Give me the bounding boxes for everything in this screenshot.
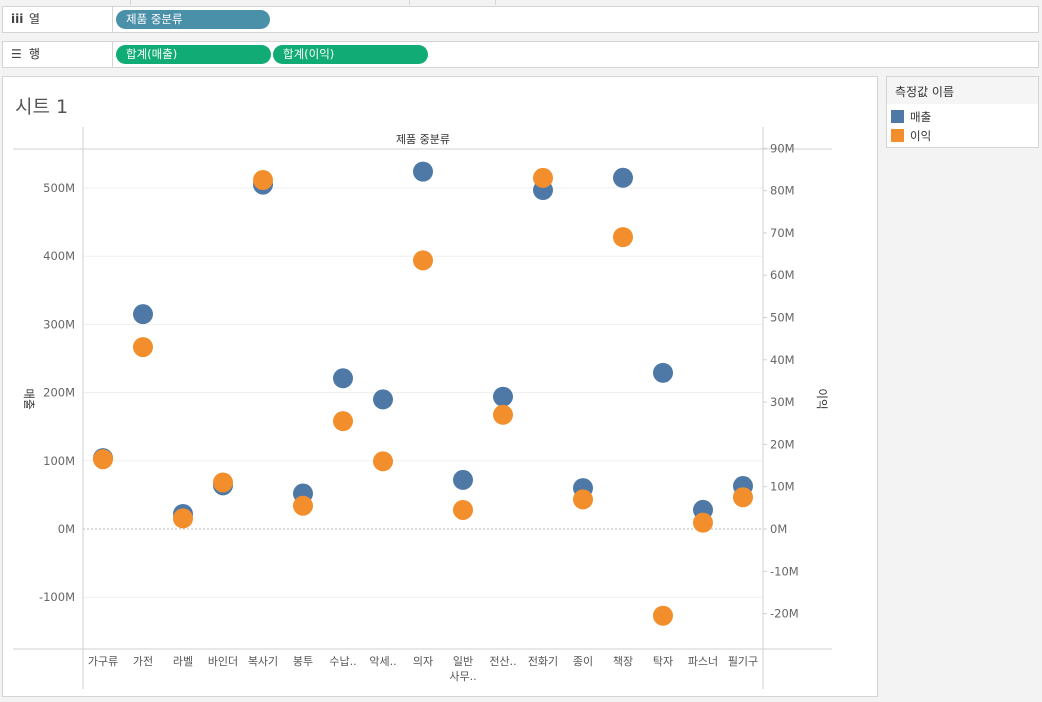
x-tick-label: 전화기	[528, 655, 558, 668]
columns-shelf[interactable]: iii 열 제품 중분류	[2, 6, 1039, 33]
sales-point	[653, 362, 673, 383]
x-tick-label-line: 일반	[453, 654, 473, 668]
left-tick-label: 200M	[43, 386, 75, 400]
rows-shelf[interactable]: ☰ 행 합계(매출) 합계(이익)	[2, 41, 1039, 68]
profit-point	[293, 495, 313, 516]
right-tick-label: 20M	[770, 437, 795, 451]
legend-item-profit[interactable]: 이익	[891, 128, 931, 144]
profit-point	[173, 508, 193, 529]
legend-swatch-profit	[891, 129, 904, 142]
x-tick-label: 의자	[413, 655, 433, 668]
column-header: 제품 중분류	[396, 133, 450, 146]
right-tick-label: -20M	[770, 607, 799, 621]
profit-point	[133, 337, 153, 358]
legend-item-sales[interactable]: 매출	[891, 109, 931, 125]
x-tick-label: 탁자	[653, 655, 673, 668]
left-tick-label: 300M	[43, 317, 75, 331]
x-tick-label: 라벨	[173, 655, 193, 668]
profit-point	[573, 489, 593, 510]
profit-point	[213, 472, 233, 493]
right-tick-label: 70M	[770, 226, 795, 240]
right-tick-label: 60M	[770, 268, 795, 282]
columns-shelf-label: iii 열	[3, 7, 113, 32]
profit-point	[613, 227, 633, 248]
profit-point	[693, 512, 713, 533]
x-tick-label: 가구류	[88, 655, 118, 668]
rows-icon: ☰	[11, 47, 22, 61]
profit-point	[733, 487, 753, 508]
profit-point	[93, 449, 113, 470]
top-strip	[0, 0, 1042, 6]
rows-shelf-label: ☰ 행	[3, 42, 113, 67]
profit-point	[253, 170, 273, 191]
sales-point	[453, 469, 473, 490]
x-tick-label: 필기구	[728, 655, 758, 668]
chart-frame	[13, 127, 832, 689]
x-tick-label: 종이	[573, 655, 593, 668]
columns-shelf-title: 열	[28, 12, 40, 26]
rows-shelf-title: 행	[28, 47, 40, 61]
x-tick-label: 봉투	[293, 655, 313, 668]
profit-point	[493, 404, 513, 425]
column-pill-product-subcategory[interactable]: 제품 중분류	[116, 10, 270, 29]
x-tick-label: 파스너	[688, 655, 718, 668]
row-pill-sum-sales[interactable]: 합계(매출)	[116, 45, 271, 64]
left-tick-label: -100M	[39, 590, 75, 604]
right-tick-label: 50M	[770, 311, 795, 325]
right-tick-label: 0M	[770, 522, 787, 536]
profit-point	[413, 250, 433, 271]
worksheet: 시트 1 제품 중분류 -100M 0M 100M 200M 300M 400M 500M 매…	[2, 76, 878, 697]
x-tick-label: 악세..	[369, 655, 396, 668]
sales-point	[333, 368, 353, 389]
sales-point	[413, 161, 433, 182]
x-tick-label: 전산..	[489, 655, 516, 668]
top-strip-divider	[409, 0, 410, 5]
top-strip-divider	[495, 0, 496, 5]
left-tick-label: 0M	[58, 522, 75, 536]
right-tick-label: 40M	[770, 353, 795, 367]
right-tick-label: 90M	[770, 141, 795, 155]
sales-point	[613, 167, 633, 188]
profit-point	[373, 451, 393, 472]
left-tick-label: 100M	[43, 454, 75, 468]
row-pill-sum-profit[interactable]: 합계(이익)	[273, 45, 428, 64]
legend-label-profit: 이익	[910, 129, 932, 143]
sales-point	[133, 304, 153, 325]
columns-icon: iii	[11, 12, 24, 26]
grid-lines	[83, 187, 763, 598]
x-tick-label: 복사기	[248, 655, 278, 668]
x-tick-label: 가전	[133, 655, 153, 668]
right-tick-label: 10M	[770, 480, 795, 494]
left-axis: -100M 0M 100M 200M 300M 400M 500M 매출	[22, 181, 75, 604]
top-strip-divider	[130, 0, 131, 5]
profit-point	[333, 411, 353, 432]
profit-point	[653, 605, 673, 626]
sales-point	[373, 389, 393, 410]
right-tick-label: 80M	[770, 184, 795, 198]
legend-swatch-sales	[891, 110, 904, 123]
sheet-title: 시트 1	[15, 96, 69, 118]
profit-point	[533, 167, 553, 188]
sales-point	[493, 386, 513, 407]
x-tick-label: 바인더	[208, 655, 238, 668]
left-tick-label: 500M	[43, 181, 75, 195]
profit-point	[453, 499, 473, 520]
x-tick-label: 수납..	[329, 655, 356, 668]
left-axis-title: 매출	[22, 388, 36, 409]
right-axis: -20M -10M 0M 10M 20M 30M 40M 50M 60M 70M 80M 90M 이익	[763, 141, 829, 621]
legend: 측정값 이름 매출 이익	[886, 76, 1039, 148]
scatter-chart: 제품 중분류 -100M 0M 100M 200M 300M 400M 500M 매출 -20…	[13, 127, 832, 689]
x-tick-label: 책장	[613, 655, 633, 668]
legend-title: 측정값 이름	[887, 77, 1038, 104]
right-tick-label: -10M	[770, 564, 799, 578]
data-marks	[93, 161, 753, 626]
x-tick-label-line: 사무..	[449, 670, 476, 683]
left-tick-label: 400M	[43, 249, 75, 263]
legend-label-sales: 매출	[910, 110, 932, 124]
right-axis-title: 이익	[815, 388, 829, 409]
right-tick-label: 30M	[770, 395, 795, 409]
